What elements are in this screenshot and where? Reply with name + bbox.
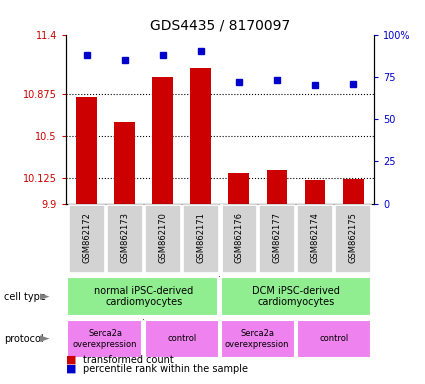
- Bar: [67, 277, 218, 316]
- Text: GSM862170: GSM862170: [159, 212, 167, 263]
- Text: protocol: protocol: [4, 334, 44, 344]
- Bar: [76, 96, 97, 204]
- Text: Serca2a
overexpression: Serca2a overexpression: [73, 329, 137, 349]
- Text: cell type: cell type: [4, 291, 46, 302]
- Text: DCM iPSC-derived
cardiomyocytes: DCM iPSC-derived cardiomyocytes: [252, 286, 340, 308]
- Bar: [343, 179, 363, 204]
- Bar: [297, 205, 333, 273]
- Bar: [114, 122, 135, 204]
- Bar: [305, 180, 326, 204]
- Text: GSM862174: GSM862174: [311, 212, 320, 263]
- Text: Serca2a
overexpression: Serca2a overexpression: [225, 329, 289, 349]
- Text: GSM862177: GSM862177: [272, 212, 281, 263]
- Bar: [67, 319, 142, 358]
- Bar: [221, 205, 257, 273]
- Text: ■: ■: [66, 364, 76, 374]
- Bar: [153, 77, 173, 204]
- Text: GSM862173: GSM862173: [120, 212, 129, 263]
- Bar: [68, 205, 105, 273]
- Text: GSM862175: GSM862175: [348, 212, 357, 263]
- Bar: [190, 68, 211, 204]
- Bar: [183, 205, 219, 273]
- Text: transformed count: transformed count: [83, 355, 174, 365]
- Text: GSM862176: GSM862176: [235, 212, 244, 263]
- Bar: [107, 205, 143, 273]
- Bar: [229, 172, 249, 204]
- Bar: [221, 277, 371, 316]
- Text: ►: ►: [40, 290, 49, 303]
- Text: normal iPSC-derived
cardiomyocytes: normal iPSC-derived cardiomyocytes: [94, 286, 193, 308]
- Text: percentile rank within the sample: percentile rank within the sample: [83, 364, 248, 374]
- Bar: [266, 170, 287, 204]
- Bar: [259, 205, 295, 273]
- Title: GDS4435 / 8170097: GDS4435 / 8170097: [150, 18, 290, 32]
- Bar: [144, 319, 219, 358]
- Text: ►: ►: [40, 333, 49, 345]
- Text: control: control: [320, 334, 348, 343]
- Text: GSM862171: GSM862171: [196, 212, 205, 263]
- Text: control: control: [167, 334, 196, 343]
- Bar: [335, 205, 371, 273]
- Text: GSM862172: GSM862172: [82, 212, 91, 263]
- Text: ■: ■: [66, 355, 76, 365]
- Bar: [297, 319, 371, 358]
- Bar: [144, 205, 181, 273]
- Bar: [221, 319, 295, 358]
